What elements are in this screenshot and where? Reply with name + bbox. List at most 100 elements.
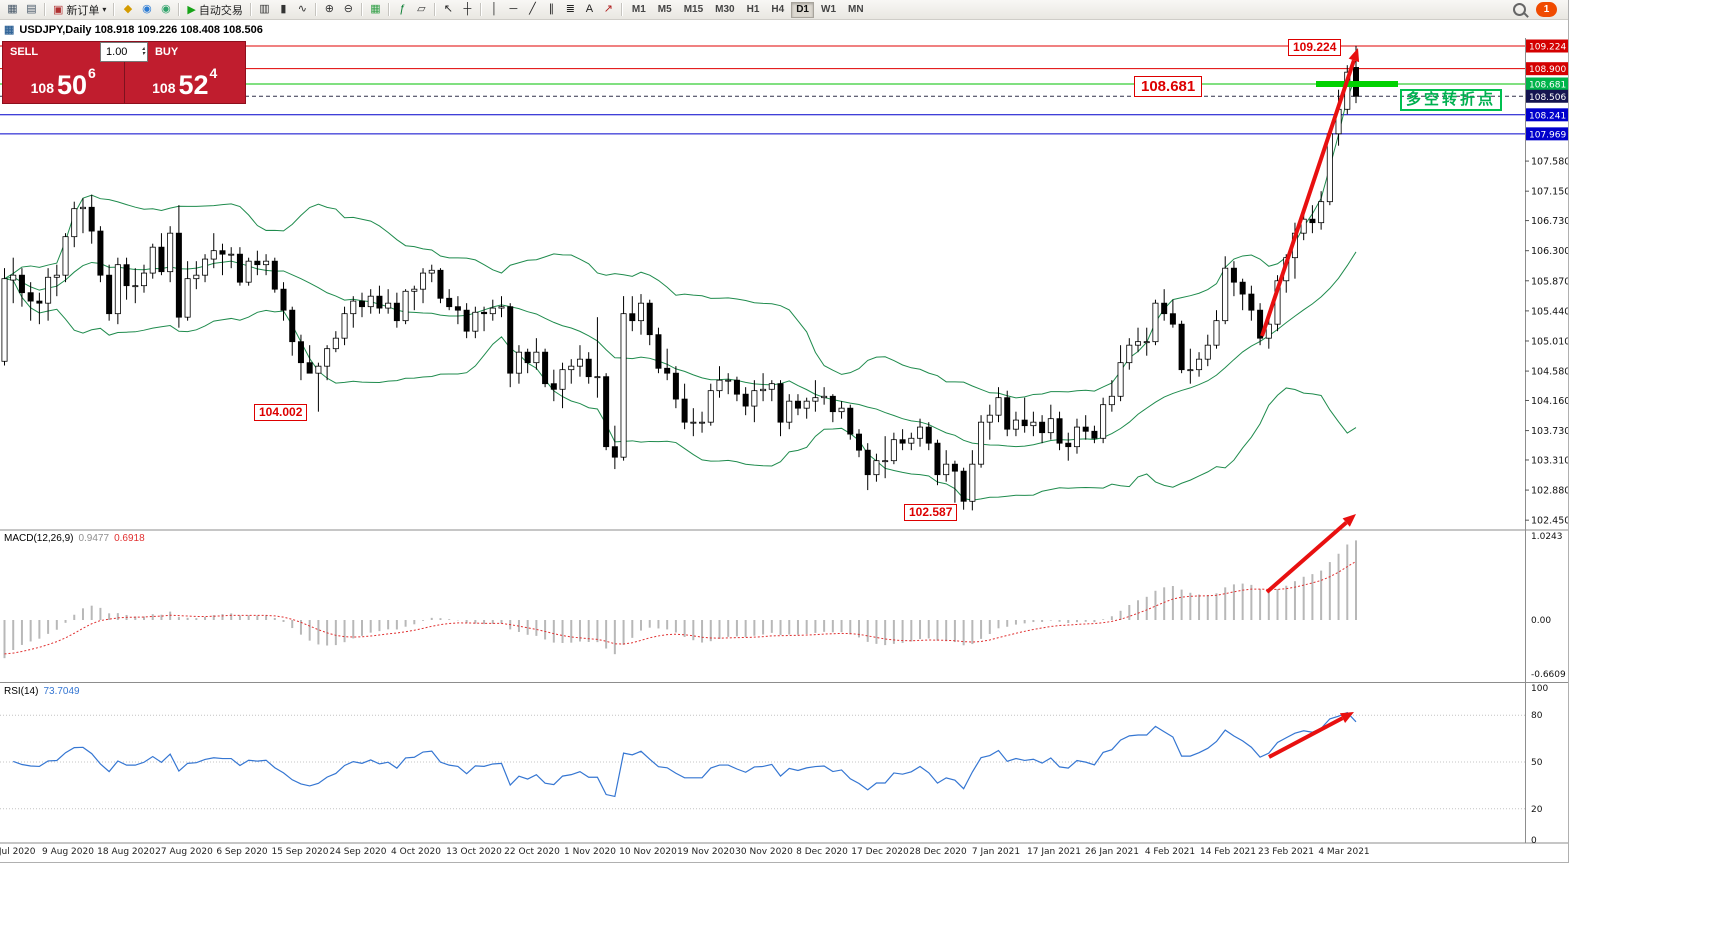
volume-input[interactable]: 1.00 ▴ ▾ [100, 42, 148, 62]
bar-chart-icon[interactable]: ▥ [259, 3, 270, 15]
zoom-in-icon[interactable]: ⊕ [324, 3, 334, 15]
community-icon[interactable]: ◉ [142, 3, 152, 15]
crosshair-icon[interactable]: ┼ [463, 3, 472, 15]
price-label-annotation[interactable]: 109.224 [1288, 39, 1342, 56]
svg-text:6 Sep 2020: 6 Sep 2020 [216, 847, 268, 857]
new-order-button[interactable]: ▣ 新订单 ▾ [49, 2, 110, 17]
price-label-annotation[interactable]: 102.587 [904, 504, 958, 521]
indicator-axes: 1.0243 0.00 -0.6609 100 80 50 20 0 [1531, 532, 1566, 846]
search-icon[interactable] [1513, 3, 1526, 16]
profiles-icon[interactable]: ▤ [26, 3, 37, 15]
svg-text:102.450: 102.450 [1531, 516, 1568, 527]
chart-canvas[interactable]: 107.580 107.150 106.730 106.300 105.870 105.4… [0, 38, 1568, 860]
svg-text:108.681: 108.681 [1529, 81, 1566, 91]
toolbar-separator [433, 3, 436, 16]
svg-text:104.160: 104.160 [1531, 396, 1568, 407]
tile-windows-icon[interactable]: ▦ [370, 3, 381, 15]
channel-icon[interactable]: ∥ [548, 3, 555, 15]
toolbar-separator [44, 3, 46, 16]
autotrade-button[interactable]: ▶ 自动交易 [183, 2, 246, 17]
svg-text:108.506: 108.506 [1529, 93, 1566, 103]
buy-price-button[interactable]: 108 52 4 [123, 62, 245, 103]
chart-window-icon: ▦ [4, 24, 15, 36]
svg-text:10 Nov 2020: 10 Nov 2020 [619, 847, 677, 857]
chart-area[interactable]: 107.580 107.150 106.730 106.300 105.870 105.4… [0, 38, 1568, 860]
trendline-icon[interactable]: ╱ [529, 3, 536, 15]
macd-trend-arrow-head [1342, 514, 1356, 527]
new-order-icon: ▣ [53, 4, 64, 16]
toolbar-separator [113, 3, 116, 16]
horizontal-line-icon[interactable]: ─ [509, 3, 518, 15]
svg-text:1 Nov 2020: 1 Nov 2020 [564, 847, 616, 857]
volume-up-icon[interactable]: ▴ [141, 46, 145, 52]
timeframe-d1[interactable]: D1 [791, 1, 814, 18]
timeframe-w1[interactable]: W1 [821, 4, 836, 15]
timeframe-m5[interactable]: M5 [657, 4, 672, 15]
price-label-annotation[interactable]: 108.681 [1134, 76, 1203, 97]
turning-point-label[interactable]: 多空转折点 [1400, 89, 1503, 111]
svg-text:30 Nov 2020: 30 Nov 2020 [735, 847, 793, 857]
rsi-trend-arrow-head [1339, 712, 1354, 723]
text-icon[interactable]: A [585, 3, 594, 15]
chevron-down-icon: ▾ [102, 5, 107, 14]
volume-spinner[interactable]: ▴ ▾ [141, 46, 145, 57]
svg-text:8 Dec 2020: 8 Dec 2020 [796, 847, 848, 857]
rsi-line [13, 711, 1357, 798]
autotrade-button-label: 自动交易 [198, 4, 243, 17]
svg-text:1.0243: 1.0243 [1531, 532, 1563, 542]
svg-text:103.310: 103.310 [1531, 455, 1568, 466]
timeframe-h1[interactable]: H1 [746, 4, 760, 15]
trend-arrows[interactable] [1260, 48, 1360, 759]
arrows-icon[interactable]: ↗ [603, 3, 613, 15]
sell-price-prefix: 108 [30, 80, 54, 96]
new-chart-icon[interactable]: ▦ [7, 3, 18, 15]
cursor-icon[interactable]: ↖ [443, 3, 453, 15]
toolbar-separator [249, 3, 252, 16]
timeframe-mn[interactable]: MN [848, 4, 864, 15]
timeframe-h4[interactable]: H4 [771, 4, 785, 15]
docs-icon[interactable]: ◉ [161, 3, 171, 15]
svg-text:24 Sep 2020: 24 Sep 2020 [329, 847, 386, 857]
svg-text:17 Dec 2020: 17 Dec 2020 [851, 847, 909, 857]
volume-value[interactable]: 1.00 [106, 46, 128, 58]
svg-text:26 Jan 2021: 26 Jan 2021 [1085, 847, 1139, 857]
buy-price-prefix: 108 [152, 80, 176, 96]
sell-button[interactable]: SELL [10, 46, 39, 58]
timeframe-m1[interactable]: M1 [631, 4, 646, 15]
chart-title-ohlc: USDJPY,Daily 108.918 109.226 108.408 108… [19, 23, 263, 36]
horizontal-line-objects[interactable] [0, 45, 1525, 135]
fibonacci-icon[interactable]: ≣ [565, 3, 575, 15]
svg-text:0: 0 [1531, 836, 1537, 846]
notification-badge[interactable]: 1 [1536, 2, 1557, 17]
macd-histogram [3, 540, 1357, 659]
price-label-annotation[interactable]: 104.002 [254, 404, 308, 421]
price-trend-arrow-head [1348, 48, 1360, 63]
objects-dropdown-icon[interactable]: ▱ [417, 3, 426, 15]
rsi-level-lines [0, 714, 1525, 810]
line-chart-icon[interactable]: ∿ [297, 3, 307, 15]
candlestick-icon[interactable]: ▮ [280, 3, 287, 15]
svg-text:105.870: 105.870 [1531, 276, 1568, 287]
svg-text:105.010: 105.010 [1531, 336, 1568, 347]
buy-button[interactable]: BUY [154, 46, 179, 58]
svg-text:0.00: 0.00 [1531, 616, 1551, 626]
market-icon[interactable]: ◆ [123, 3, 133, 15]
panel-separators[interactable] [0, 38, 1568, 844]
svg-text:15 Sep 2020: 15 Sep 2020 [271, 847, 328, 857]
svg-text:19 Nov 2020: 19 Nov 2020 [677, 847, 735, 857]
svg-text:100: 100 [1531, 684, 1548, 694]
sell-price-button[interactable]: 108 50 6 [3, 62, 124, 103]
indicators-icon[interactable]: ƒ [399, 3, 406, 15]
vertical-line-icon[interactable]: │ [490, 3, 498, 15]
svg-text:22 Oct 2020: 22 Oct 2020 [504, 847, 560, 857]
toolbar-separator [178, 3, 181, 16]
zoom-out-icon[interactable]: ⊖ [343, 3, 353, 15]
timeframe-m15[interactable]: M15 [683, 4, 704, 15]
timeframe-m30[interactable]: M30 [715, 4, 735, 15]
svg-text:4 Mar 2021: 4 Mar 2021 [1318, 847, 1369, 857]
svg-text:30 Jul 2020: 30 Jul 2020 [0, 847, 36, 857]
toolbar-separator [479, 3, 482, 16]
candlestick-series [1, 45, 1360, 511]
svg-text:107.150: 107.150 [1531, 187, 1568, 198]
volume-down-icon[interactable]: ▾ [141, 51, 145, 57]
